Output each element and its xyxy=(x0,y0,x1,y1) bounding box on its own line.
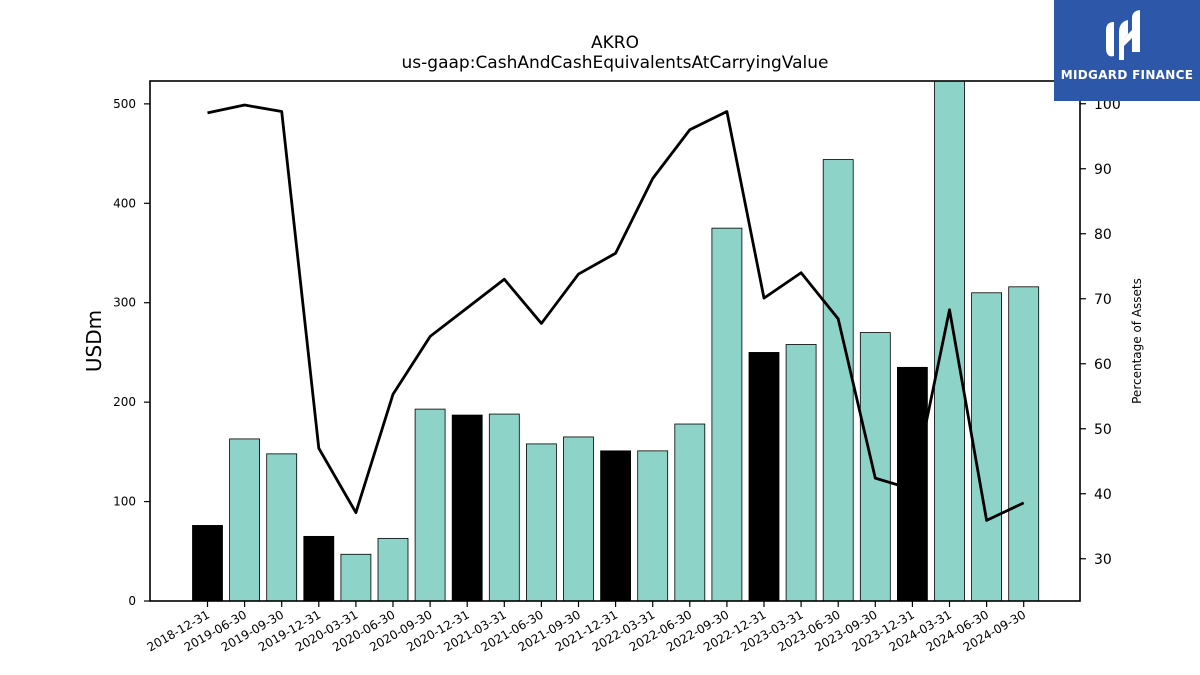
logo-icon xyxy=(1106,10,1140,60)
y2-tick-label: 80 xyxy=(1094,227,1112,243)
y2-tick-label: 70 xyxy=(1094,292,1112,308)
bar xyxy=(934,80,965,602)
bar xyxy=(340,553,372,602)
y2-tick-label: 60 xyxy=(1094,357,1112,373)
bars-group xyxy=(192,80,1040,602)
y2-tick-label: 90 xyxy=(1094,162,1112,178)
chart-subtitle: us-gaap:CashAndCashEquivalentsAtCarrying… xyxy=(402,53,829,73)
bar xyxy=(859,332,891,602)
bar xyxy=(971,292,1002,602)
bar xyxy=(451,414,483,602)
bar xyxy=(600,450,631,602)
y2-tick-label: 40 xyxy=(1094,487,1112,503)
bar xyxy=(748,352,780,602)
chart-title: AKRO xyxy=(591,33,639,53)
bar xyxy=(637,450,669,602)
y-tick-label: 300 xyxy=(113,296,136,310)
bar xyxy=(488,413,520,602)
y-tick-label: 500 xyxy=(113,97,136,111)
bar xyxy=(414,408,446,602)
brand-logo: MIDGARD FINANCE xyxy=(1054,0,1200,101)
y-tick-label: 400 xyxy=(113,196,136,210)
logo-text: MIDGARD FINANCE xyxy=(1060,68,1194,82)
bar xyxy=(711,227,743,602)
y2-axis-label: Percentage of Assets xyxy=(1130,278,1144,404)
bar xyxy=(674,423,706,602)
line-group xyxy=(207,103,1025,522)
y-tick-label: 100 xyxy=(113,495,136,509)
y-tick-label: 200 xyxy=(113,395,136,409)
y2-tick-label: 30 xyxy=(1094,552,1112,568)
bar xyxy=(563,436,594,602)
bar xyxy=(229,438,261,602)
bar xyxy=(266,453,298,602)
y-tick-label: 0 xyxy=(128,594,136,608)
series-line xyxy=(207,103,1025,522)
y-axis-label: USDm xyxy=(82,310,106,372)
bar xyxy=(785,344,817,602)
bar xyxy=(822,159,854,602)
bar xyxy=(526,443,557,602)
y2-tick-label: 50 xyxy=(1094,422,1112,438)
bar xyxy=(1008,286,1040,602)
bar xyxy=(192,525,223,602)
bar xyxy=(377,537,409,602)
bar xyxy=(303,535,335,602)
